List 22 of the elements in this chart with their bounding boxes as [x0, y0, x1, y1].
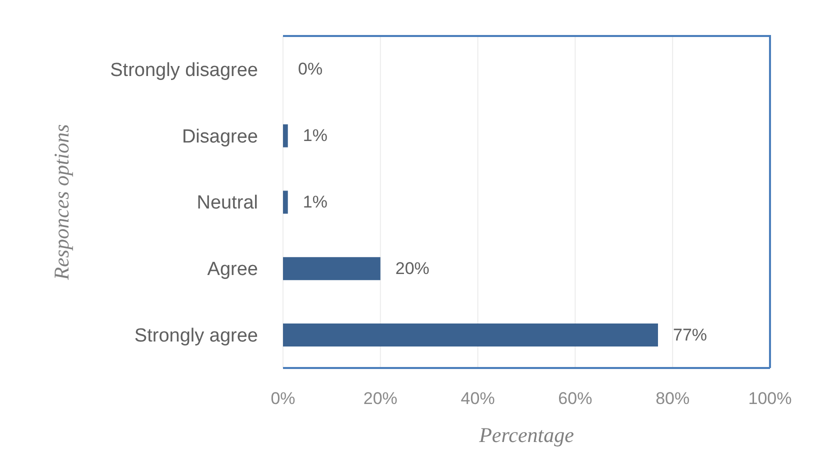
x-axis-title: Percentage — [479, 423, 574, 447]
bar — [283, 257, 380, 280]
x-tick-label: 0% — [270, 389, 296, 408]
y-tick-label: Neutral — [196, 192, 258, 214]
x-tick-label: 40% — [460, 389, 495, 408]
x-tick-label: 80% — [656, 389, 690, 408]
x-tick-label: 100% — [748, 389, 792, 408]
bar — [283, 124, 288, 148]
data-label: 77% — [672, 325, 708, 344]
y-tick-label: Disagree — [182, 126, 258, 148]
data-label: 0% — [298, 60, 323, 79]
y-tick-label: Strongly disagree — [110, 60, 258, 81]
y-axis-title: Responces options — [50, 124, 74, 280]
data-label: 1% — [302, 126, 328, 146]
x-tick-label: 60% — [558, 389, 592, 408]
bar — [283, 190, 288, 214]
y-tick-label: Agree — [207, 259, 258, 280]
bar — [283, 324, 658, 347]
data-label: 20% — [395, 258, 430, 278]
data-label: 1% — [302, 192, 328, 212]
x-tick-label: 20% — [363, 389, 398, 408]
y-tick-label: Strongly agree — [134, 326, 258, 347]
